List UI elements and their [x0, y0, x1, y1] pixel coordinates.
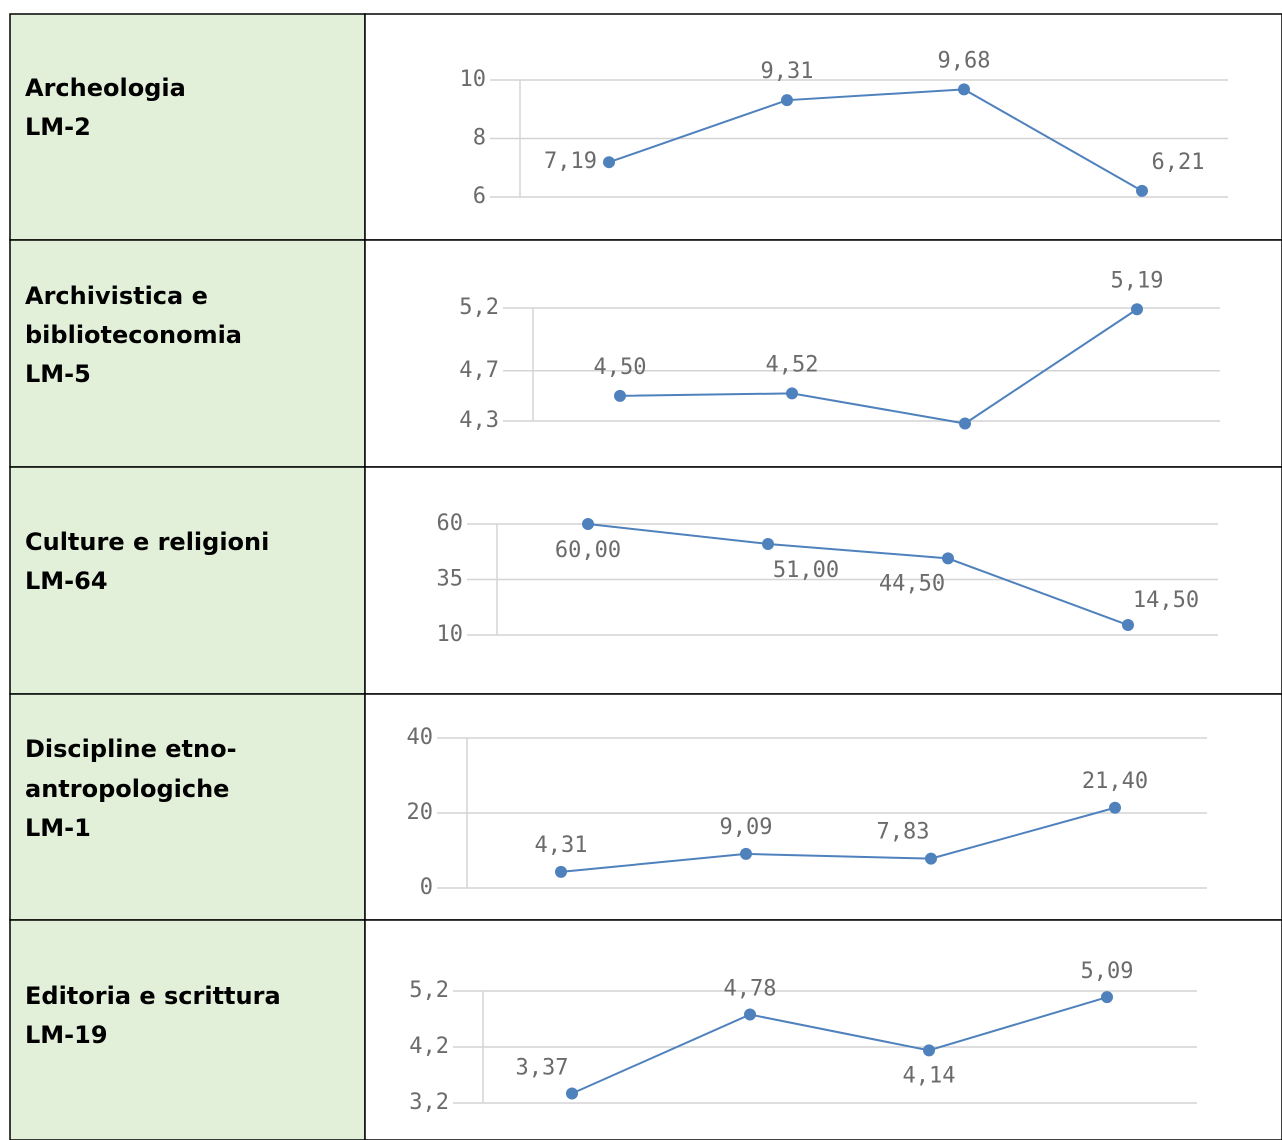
y-tick-label: 3,2 [409, 1090, 449, 1115]
value-label: 51,00 [773, 558, 839, 583]
value-label: 5,19 [1111, 268, 1164, 293]
series-line [619, 308, 1138, 425]
row-label: LM-19 [25, 1021, 108, 1049]
value-label: 7,83 [877, 820, 930, 845]
data-point [582, 518, 594, 530]
y-tick-label: 4,2 [409, 1034, 449, 1059]
label-cell [9, 13, 366, 241]
value-label: 3,37 [516, 1055, 569, 1080]
value-label: 4,14 [903, 1063, 956, 1088]
data-point [958, 83, 970, 96]
row-label: Archivistica e [25, 282, 208, 310]
data-point [923, 1044, 935, 1057]
value-label: 4,78 [724, 977, 777, 1002]
label-cell [9, 239, 366, 468]
y-tick-label: 8 [473, 126, 486, 151]
chart-cell [364, 693, 1282, 921]
data-point [740, 847, 752, 860]
data-point [786, 387, 798, 400]
value-label: 6,21 [1152, 150, 1205, 175]
data-point [1122, 619, 1134, 632]
y-tick-label: 60 [437, 511, 464, 536]
value-label: 14,50 [1133, 588, 1199, 613]
label-cell [9, 919, 366, 1140]
data-point [1131, 303, 1143, 316]
data-point [959, 417, 971, 430]
data-point [762, 537, 774, 550]
row-label: Culture e religioni [25, 528, 269, 556]
row-label: LM-1 [25, 814, 91, 842]
label-cell [9, 693, 366, 921]
data-point [1101, 991, 1113, 1004]
data-point [1136, 184, 1148, 197]
value-label: 5,09 [1081, 959, 1134, 984]
y-tick-label: 20 [407, 800, 434, 825]
chart-cell [364, 13, 1282, 241]
y-tick-label: 10 [460, 67, 487, 92]
data-point [744, 1008, 756, 1021]
y-tick-label: 5,2 [409, 978, 449, 1003]
series-line [587, 523, 1129, 626]
y-tick-label: 35 [437, 567, 464, 592]
value-label: 4,31 [535, 833, 588, 858]
y-tick-label: 4,3 [459, 408, 499, 433]
data-point [781, 94, 793, 107]
value-label: 4,50 [594, 355, 647, 380]
y-tick-label: 5,2 [459, 295, 499, 320]
y-tick-label: 40 [407, 725, 434, 750]
data-point [614, 389, 626, 402]
value-label: 44,50 [879, 571, 945, 596]
row-label: LM-64 [25, 567, 108, 595]
value-label: 9,09 [720, 815, 773, 840]
data-point [566, 1087, 578, 1100]
series-line [608, 88, 1143, 192]
value-label: 9,68 [938, 48, 991, 73]
row-label: LM-5 [25, 360, 91, 388]
series-line [560, 806, 1116, 873]
row-label: LM-2 [25, 113, 91, 141]
value-label: 21,40 [1082, 769, 1148, 794]
y-tick-label: 10 [437, 622, 464, 647]
value-label: 7,19 [544, 149, 597, 174]
row-label: antropologiche [25, 775, 229, 803]
chart-cell [364, 239, 1282, 468]
value-label: 9,31 [761, 59, 814, 84]
value-label: 4,52 [766, 352, 819, 377]
row-label: Archeologia [25, 74, 186, 102]
data-point [555, 865, 567, 878]
value-label: 60,00 [555, 538, 621, 563]
chart-cell [364, 466, 1282, 695]
series-line [571, 996, 1108, 1095]
data-point [603, 156, 615, 169]
row-label: Editoria e scrittura [25, 982, 281, 1010]
data-point [925, 852, 937, 865]
y-tick-label: 6 [473, 184, 486, 209]
row-label: Discipline etno- [25, 735, 237, 763]
y-tick-label: 0 [420, 875, 433, 900]
data-point [942, 552, 954, 565]
row-label: biblioteconomia [25, 321, 242, 349]
y-tick-label: 4,7 [459, 358, 499, 383]
data-point [1109, 801, 1121, 814]
